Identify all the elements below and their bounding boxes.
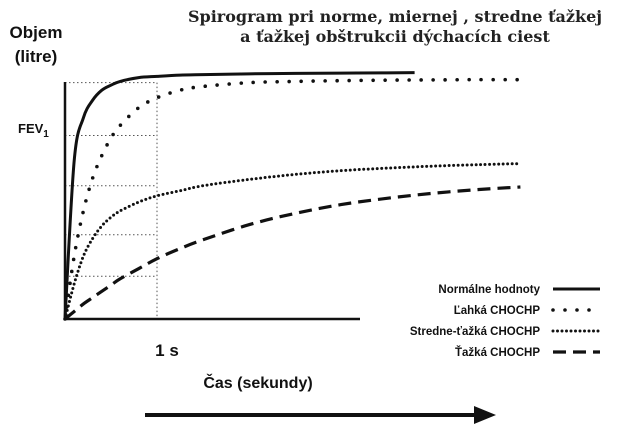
legend-label-3: Stredne-ťažká CHOCHP: [410, 326, 540, 338]
y-tick-fev1-sub: 1: [43, 129, 49, 140]
legend-label-4: Ťažká CHOCHP: [455, 346, 540, 359]
series-line-1: [63, 71, 415, 320]
chart-title-line-1: Spirogram pri norme, miernej , stredne ť…: [188, 7, 602, 26]
y-axis-label-line-1: Objem: [10, 23, 63, 42]
series-line-3: [63, 162, 522, 321]
series-group: [63, 71, 523, 321]
time-arrow-head: [474, 406, 496, 424]
x-tick-1s: 1 s: [155, 341, 179, 360]
legend-label-2: Ľahká CHOCHP: [454, 305, 541, 317]
chart-title-line-2: a ťažkej obštrukcii dýchacích ciest: [240, 27, 550, 46]
reference-lines: [65, 82, 158, 319]
y-tick-fev1-main: FEV: [18, 121, 44, 136]
y-axis-label-line-2: (litre): [15, 47, 58, 66]
series-line-4: [63, 185, 521, 321]
x-axis-label: Čas (sekundy): [203, 373, 312, 392]
legend-label-1: Normálne hodnoty: [438, 284, 540, 296]
y-tick-fev1: FEV1: [18, 121, 49, 140]
legend: Normálne hodnoty Ľahká CHOCHP Stredne-ťažk…: [410, 284, 602, 359]
